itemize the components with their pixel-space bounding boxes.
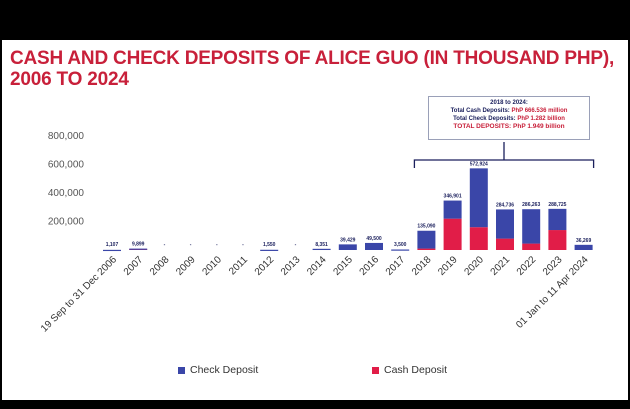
summary-heading: 2018 to 2024: xyxy=(490,100,528,106)
x-tick-label: 2020 xyxy=(462,254,486,278)
bar-cash xyxy=(548,230,567,250)
x-tick-label: 2014 xyxy=(305,254,329,278)
bar-total-label: 8,351 xyxy=(315,242,328,248)
bar-total-label: 284,736 xyxy=(496,202,514,208)
bar-check xyxy=(469,168,488,228)
x-tick-label: 2023 xyxy=(541,254,565,278)
chart-title-line1: CASH AND CHECK DEPOSITS OF ALICE GUO (IN… xyxy=(10,48,615,69)
legend-cash-swatch xyxy=(372,366,379,374)
x-tick-label: 2015 xyxy=(331,254,355,278)
bar-total-label: 1,107 xyxy=(106,242,119,248)
bar-total-label: - xyxy=(242,242,244,248)
summary-check-row: Total Check Deposits: PhP 1.282 billion xyxy=(429,115,589,123)
summary-cash-row: Total Cash Deposits: PhP 666.536 million xyxy=(429,107,589,115)
y-tick-label: 600,000 xyxy=(48,160,85,171)
bar-check xyxy=(417,230,436,249)
summary-check-label: Total Check Deposits: xyxy=(453,116,516,122)
bar-total-label: 36,269 xyxy=(576,238,592,244)
summary-check-value: PhP 1.282 billion xyxy=(517,116,565,122)
bar-check xyxy=(312,248,331,251)
x-tick-label: 2018 xyxy=(410,254,434,278)
bar-total-label: 135,090 xyxy=(417,224,435,230)
y-tick-label: 800,000 xyxy=(48,131,85,142)
x-tick-label: 2021 xyxy=(489,254,513,278)
bar-check xyxy=(391,249,410,251)
bar-total-label: 572,924 xyxy=(470,161,488,167)
x-tick-label: 2009 xyxy=(174,254,198,278)
bar-check xyxy=(574,244,593,250)
summary-total-label: TOTAL DEPOSITS: xyxy=(453,123,512,130)
legend-cash: Cash Deposit xyxy=(372,364,447,376)
x-tick-label: 2011 xyxy=(227,254,250,277)
bar-total-label: - xyxy=(164,242,166,248)
bar-cash xyxy=(469,227,488,250)
bar-total-label: 288,725 xyxy=(548,202,566,208)
bar-check xyxy=(338,244,357,250)
bar-total-label: 286,263 xyxy=(522,202,540,208)
summary-cash-value: PhP 666.536 million xyxy=(511,108,568,114)
x-tick-label: 2019 xyxy=(436,254,460,278)
x-tick-label: 2010 xyxy=(200,254,224,278)
chart-title: CASH AND CHECK DEPOSITS OF ALICE GUO (IN… xyxy=(10,48,615,90)
bar-cash xyxy=(496,238,514,250)
bar-cash xyxy=(417,248,436,250)
bar-cash xyxy=(522,243,541,250)
bar-check xyxy=(365,242,383,250)
summary-total-row: TOTAL DEPOSITS: PhP 1.949 billion xyxy=(429,123,589,131)
legend-check-label: Check Deposit xyxy=(190,364,259,376)
bar-check xyxy=(260,249,279,251)
bar-total-label: 3,500 xyxy=(394,242,407,248)
x-tick-label: 2013 xyxy=(279,254,303,278)
bar-check xyxy=(443,200,462,219)
x-tick-label: 2012 xyxy=(253,254,277,278)
legend-check-swatch xyxy=(178,366,185,374)
bracket-line xyxy=(413,159,595,168)
bar-check xyxy=(522,209,541,244)
bar-check xyxy=(496,209,514,239)
bar-check xyxy=(548,208,567,231)
bar-total-label: 9,899 xyxy=(132,242,145,248)
summary-cash-label: Total Cash Deposits: xyxy=(450,108,510,114)
bar-total-label: - xyxy=(190,242,192,248)
chart-title-line2: 2006 TO 2024 xyxy=(10,69,129,90)
bar-total-label: 346,901 xyxy=(444,194,462,200)
x-tick-label: 19 Sep to 31 Dec 2006 xyxy=(39,254,119,334)
bar-total-label: - xyxy=(216,242,218,248)
x-tick-label: 2007 xyxy=(122,254,146,278)
bar-cash xyxy=(443,218,462,250)
x-tick-label: 2022 xyxy=(515,254,539,278)
y-tick-label: 400,000 xyxy=(48,188,85,199)
bar-check xyxy=(129,248,148,250)
summary-total-value: PhP 1.949 billion xyxy=(513,123,565,130)
summary-box: 2018 to 2024: Total Cash Deposits: PhP 6… xyxy=(428,96,590,140)
bar-check xyxy=(103,249,121,252)
legend-check: Check Deposit xyxy=(178,364,258,376)
bar-total-label: - xyxy=(295,242,297,248)
x-tick-label: 2008 xyxy=(148,254,172,278)
bar-total-label: 49,500 xyxy=(366,236,382,242)
y-tick-label: 200,000 xyxy=(48,217,85,228)
bar-total-label: 39,429 xyxy=(340,237,356,243)
bar-chart: 200,000 400,000 600,000 800,000 1,107 19 Sep … xyxy=(39,131,595,334)
bar-total-label: 1,550 xyxy=(263,242,276,248)
legend-cash-label: Cash Deposit xyxy=(384,364,448,376)
x-tick-label: 2017 xyxy=(384,254,408,278)
slide: CASH AND CHECK DEPOSITS OF ALICE GUO (IN… xyxy=(2,40,628,400)
x-tick-label: 2016 xyxy=(358,254,382,278)
